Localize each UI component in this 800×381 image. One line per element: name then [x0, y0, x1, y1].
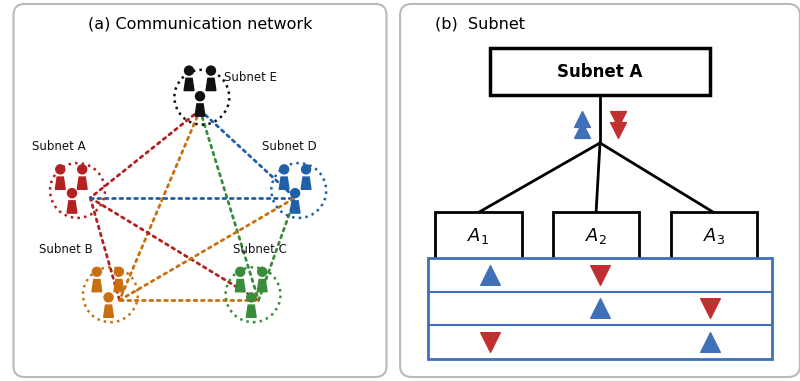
Polygon shape: [114, 279, 124, 292]
Polygon shape: [78, 177, 87, 189]
Circle shape: [206, 66, 215, 75]
Polygon shape: [235, 279, 245, 292]
Text: Subnet C: Subnet C: [233, 243, 286, 256]
Point: [611, 127, 624, 133]
Point: [594, 272, 606, 278]
Circle shape: [185, 66, 194, 75]
Polygon shape: [67, 201, 77, 213]
Polygon shape: [184, 78, 194, 91]
Text: (a) Communication network: (a) Communication network: [88, 17, 312, 32]
Point: [704, 339, 717, 345]
Text: Subnet A: Subnet A: [558, 62, 642, 81]
Polygon shape: [206, 78, 216, 91]
Text: $A_3$: $A_3$: [702, 226, 725, 246]
Polygon shape: [246, 305, 256, 317]
FancyBboxPatch shape: [435, 213, 522, 260]
Point: [483, 339, 496, 345]
Polygon shape: [290, 201, 300, 213]
Text: Subnet B: Subnet B: [39, 243, 93, 256]
Circle shape: [114, 267, 123, 276]
Circle shape: [290, 189, 300, 198]
Circle shape: [258, 267, 266, 276]
Circle shape: [302, 165, 310, 174]
Circle shape: [195, 92, 205, 101]
FancyBboxPatch shape: [400, 4, 800, 377]
Point: [576, 127, 589, 133]
FancyBboxPatch shape: [670, 213, 757, 260]
Text: Subnet E: Subnet E: [224, 70, 277, 83]
Point: [611, 116, 624, 122]
Circle shape: [104, 293, 113, 302]
Circle shape: [78, 165, 86, 174]
FancyBboxPatch shape: [14, 4, 386, 377]
Text: Subnet D: Subnet D: [262, 140, 317, 153]
Polygon shape: [92, 279, 102, 292]
Circle shape: [280, 165, 289, 174]
Point: [576, 116, 589, 122]
Text: Subnet A: Subnet A: [32, 140, 86, 153]
Polygon shape: [258, 279, 267, 292]
Point: [594, 306, 606, 312]
Polygon shape: [279, 177, 289, 189]
FancyBboxPatch shape: [553, 213, 639, 260]
Circle shape: [67, 189, 77, 198]
Point: [704, 306, 717, 312]
Text: $A_1$: $A_1$: [467, 226, 490, 246]
Polygon shape: [301, 177, 311, 189]
Circle shape: [92, 267, 102, 276]
Circle shape: [246, 293, 256, 302]
Polygon shape: [55, 177, 65, 189]
Circle shape: [56, 165, 65, 174]
Polygon shape: [104, 305, 114, 317]
Text: $A_2$: $A_2$: [585, 226, 607, 246]
Polygon shape: [195, 104, 205, 116]
FancyBboxPatch shape: [427, 258, 773, 359]
Point: [483, 272, 496, 278]
Text: (b)  Subnet: (b) Subnet: [435, 17, 526, 32]
Circle shape: [236, 267, 245, 276]
FancyBboxPatch shape: [490, 48, 710, 95]
